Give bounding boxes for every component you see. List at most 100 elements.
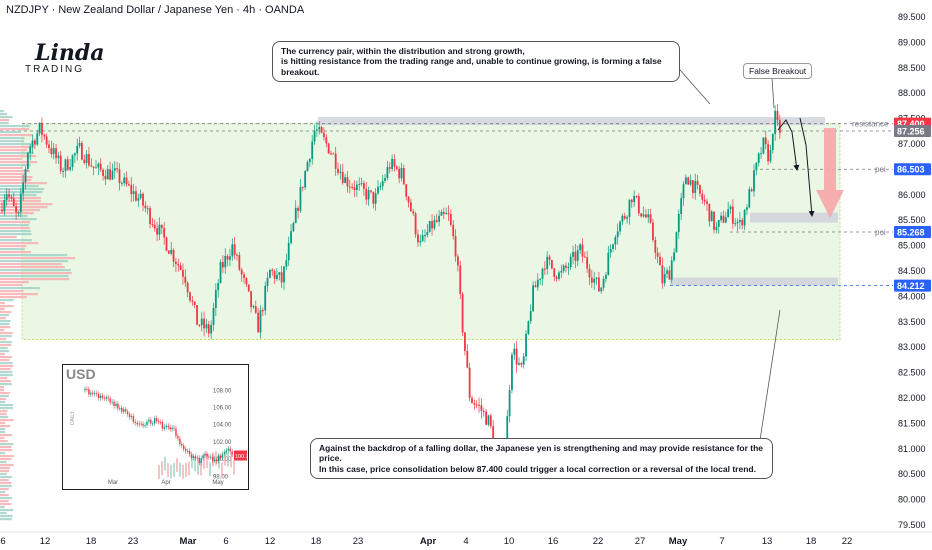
candle-body bbox=[95, 167, 97, 169]
candle-body bbox=[478, 404, 480, 406]
profile-bar bbox=[0, 110, 5, 113]
profile-bar bbox=[0, 284, 23, 287]
candle-body bbox=[388, 167, 391, 169]
candle-body bbox=[294, 207, 297, 223]
candle-body bbox=[527, 321, 530, 334]
inset-candle-body bbox=[113, 401, 115, 406]
candle-body bbox=[142, 193, 144, 206]
profile-bar bbox=[0, 230, 31, 233]
candle-body bbox=[574, 251, 577, 261]
inset-candle-body bbox=[202, 455, 204, 459]
candle-body bbox=[663, 273, 666, 284]
profile-bar bbox=[0, 476, 12, 479]
inset-candle-body bbox=[212, 456, 214, 461]
inset-candle-body bbox=[204, 453, 206, 456]
profile-bar bbox=[0, 287, 41, 290]
candle-body bbox=[106, 169, 109, 180]
candle-body bbox=[482, 410, 485, 412]
profile-bar bbox=[0, 314, 9, 317]
candle-body bbox=[560, 270, 563, 273]
profile-bar bbox=[0, 188, 44, 191]
price-label: 86.503 bbox=[897, 165, 925, 175]
profile-bar bbox=[0, 311, 12, 314]
profile-bar bbox=[0, 149, 27, 152]
profile-bar bbox=[0, 212, 34, 215]
candle-body bbox=[334, 153, 337, 169]
candle-body bbox=[102, 169, 104, 176]
inset-volume-bar bbox=[170, 464, 172, 479]
profile-bar bbox=[0, 440, 8, 443]
profile-bar bbox=[0, 290, 24, 293]
candle-body bbox=[440, 211, 443, 216]
candle-body bbox=[73, 153, 76, 156]
candle-body bbox=[424, 235, 426, 237]
inset-y-tick: 104.00 bbox=[213, 423, 232, 429]
candle-body bbox=[713, 211, 715, 231]
candle-body bbox=[341, 171, 344, 183]
profile-bar bbox=[0, 299, 14, 302]
candle-body bbox=[736, 221, 739, 224]
candle-body bbox=[449, 213, 452, 225]
candle-body bbox=[99, 163, 102, 170]
price-label-bg bbox=[894, 124, 931, 137]
candle-body bbox=[62, 170, 64, 172]
candle-body bbox=[240, 269, 243, 275]
candle-body bbox=[666, 270, 668, 274]
candle-body bbox=[694, 180, 697, 194]
profile-bar bbox=[0, 479, 9, 482]
inset-candle-body bbox=[148, 419, 150, 422]
profile-bar bbox=[0, 431, 6, 434]
profile-bar bbox=[0, 233, 32, 236]
inset-candle-body bbox=[200, 458, 202, 463]
candles bbox=[1, 103, 781, 480]
price-axis: 89.50089.00088.50088.00087.50087.00086.5… bbox=[893, 0, 932, 532]
profile-bar bbox=[0, 389, 5, 392]
candle-body bbox=[210, 325, 213, 334]
candle-body bbox=[529, 311, 532, 322]
logo-sub-text: TRADING bbox=[25, 64, 84, 75]
candle-body bbox=[739, 219, 741, 222]
candle-body bbox=[12, 198, 15, 207]
profile-bar bbox=[0, 122, 9, 125]
candle-body bbox=[3, 200, 6, 212]
candle-body bbox=[435, 220, 438, 222]
candle-body bbox=[59, 155, 62, 172]
candle-body bbox=[325, 137, 328, 144]
candle-body bbox=[346, 177, 349, 187]
candle-body bbox=[692, 180, 694, 194]
inset-candle-body bbox=[181, 444, 183, 446]
candle-body bbox=[290, 231, 292, 244]
candle-body bbox=[158, 224, 161, 235]
candle-body bbox=[612, 244, 614, 249]
candle-body bbox=[649, 214, 652, 223]
profile-bar bbox=[0, 248, 25, 251]
candle-body bbox=[120, 183, 123, 185]
candle-body bbox=[132, 191, 135, 195]
candle-body bbox=[760, 153, 762, 155]
inset-candle-body bbox=[88, 389, 90, 395]
time-tick-label: 16 bbox=[548, 536, 559, 547]
candle-body bbox=[257, 312, 260, 333]
inset-candle-body bbox=[227, 448, 229, 451]
candle-body bbox=[532, 285, 534, 312]
candle-body bbox=[715, 226, 718, 231]
inset-candle-body bbox=[206, 453, 208, 457]
profile-bar bbox=[0, 461, 7, 464]
candle-body bbox=[233, 244, 236, 255]
candle-body bbox=[269, 269, 271, 278]
price-tick-label: 83.500 bbox=[898, 317, 926, 327]
candle-body bbox=[393, 158, 396, 167]
candle-body bbox=[567, 266, 570, 268]
inset-volume-bar bbox=[191, 454, 193, 469]
candle-body bbox=[219, 262, 222, 283]
candle-body bbox=[417, 234, 419, 243]
candle-body bbox=[144, 205, 147, 209]
profile-bar bbox=[0, 155, 37, 158]
bottom-annotation-line-2: In this case, price consolidation below … bbox=[319, 463, 756, 474]
inset-candle-body bbox=[210, 456, 212, 458]
candle-body bbox=[236, 254, 238, 256]
candle-body bbox=[34, 140, 36, 145]
price-tick-label: 89.500 bbox=[898, 12, 926, 22]
profile-bar bbox=[0, 437, 5, 440]
candle-body bbox=[642, 214, 645, 217]
